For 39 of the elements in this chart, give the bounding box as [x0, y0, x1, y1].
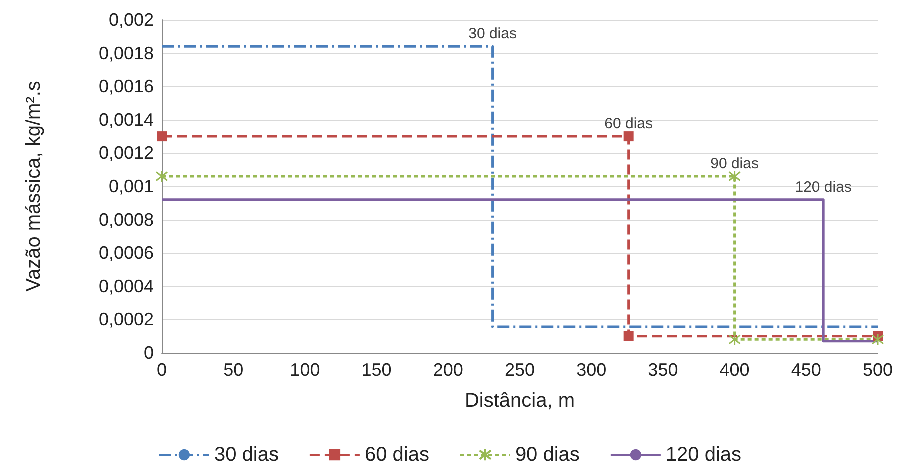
point [624, 331, 634, 342]
point [624, 132, 634, 142]
y-tick-label: 0,002 [108, 10, 154, 30]
x-tick-label: 50 [224, 360, 244, 380]
y-tick-label: 0,0004 [98, 276, 154, 296]
x-axis-title: Distância, m [464, 390, 576, 412]
x-tick-label: 150 [362, 360, 392, 380]
x-tick-label: 400 [720, 360, 750, 380]
point [728, 170, 742, 183]
y-tick-label: 0,0006 [98, 243, 154, 264]
x-tick-label: 300 [576, 360, 607, 380]
point [728, 333, 742, 346]
x-tick-label: 350 [648, 360, 678, 380]
x-tick-label: 100 [290, 360, 320, 380]
point [872, 333, 884, 346]
annotation: 60 dias [604, 116, 654, 133]
point [157, 132, 167, 142]
y-axis-title: Vazão mássica, kg/m².s [23, 81, 45, 292]
legend-label: 30 dias [214, 444, 279, 466]
legend-label: 90 dias [515, 444, 580, 466]
y-tick-label: 0 [144, 343, 154, 363]
x-tick-label: 200 [433, 360, 464, 380]
y-tick-label: 0,0012 [98, 143, 154, 164]
legend-label: 60 dias [364, 444, 430, 466]
y-tick-label: 0,001 [108, 176, 154, 196]
annotation: 30 dias [468, 26, 517, 43]
y-tick-label: 0,0014 [98, 110, 154, 130]
y-tick-label: 0,0016 [98, 76, 154, 97]
annotation: 90 dias [710, 156, 759, 173]
x-tick-label: 500 [862, 360, 894, 380]
y-tick-label: 0,0002 [98, 310, 154, 330]
legend-label: 120 dias [666, 444, 742, 466]
annotation: 120 dias [795, 178, 852, 196]
y-tick-label: 0,0018 [98, 43, 154, 64]
y-tick-label: 0,0008 [98, 210, 154, 230]
point [156, 170, 168, 183]
x-tick-label: 250 [504, 360, 536, 380]
x-tick-label: 450 [791, 360, 822, 380]
x-tick-label: 0 [156, 360, 168, 380]
